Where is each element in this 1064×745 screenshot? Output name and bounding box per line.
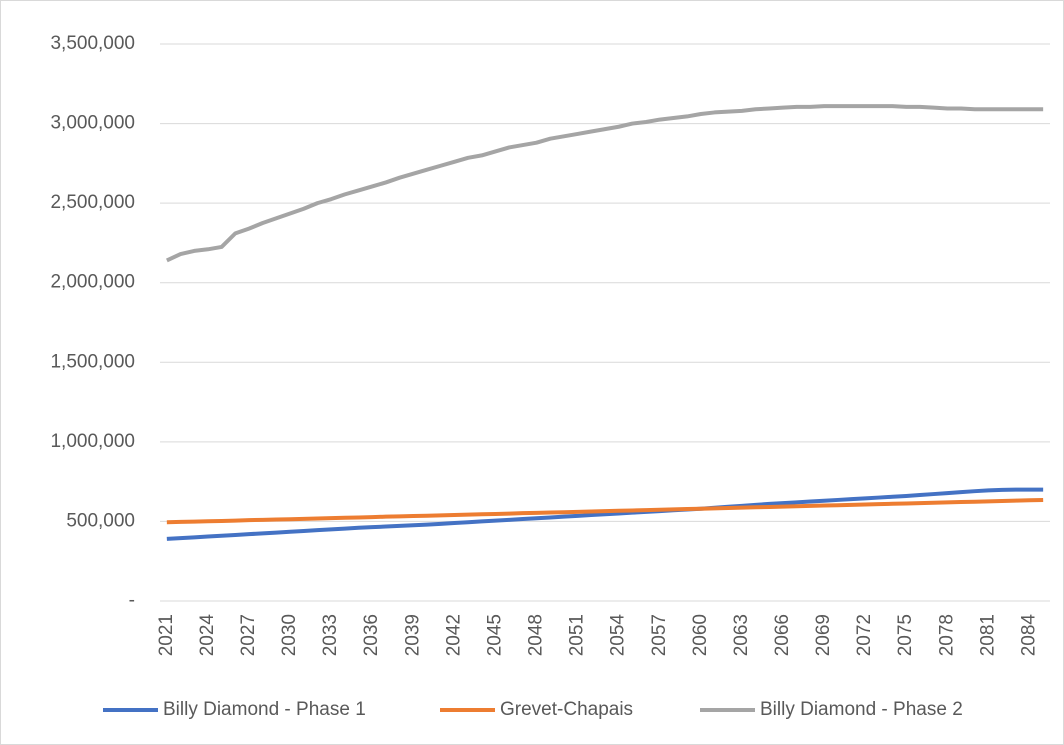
x-tick-label: 2036 bbox=[361, 614, 382, 656]
series-line bbox=[166, 497, 1044, 525]
x-tick-label: 2042 bbox=[443, 614, 464, 656]
x-tick-label: 2054 bbox=[608, 614, 629, 657]
x-tick-label: 2066 bbox=[772, 614, 793, 656]
x-tick-label: 2069 bbox=[813, 614, 834, 656]
x-tick-label: 2072 bbox=[854, 614, 875, 656]
x-tick-label: 2045 bbox=[484, 614, 505, 656]
y-tick-label: 1,500,000 bbox=[50, 351, 135, 372]
x-tick-label: 2057 bbox=[649, 614, 670, 656]
x-tick-label: 2084 bbox=[1018, 614, 1039, 657]
x-tick-label: 2060 bbox=[690, 614, 711, 656]
x-tick-label: 2048 bbox=[526, 614, 547, 656]
x-tick-label: 2075 bbox=[895, 614, 916, 656]
y-tick-label: - bbox=[129, 590, 135, 611]
x-tick-label: 2039 bbox=[402, 614, 423, 656]
x-tick-label: 2078 bbox=[936, 614, 957, 656]
y-tick-label: 3,500,000 bbox=[50, 33, 135, 54]
y-tick-label: 3,000,000 bbox=[50, 113, 135, 134]
series-line bbox=[166, 487, 1044, 541]
legend-label: Billy Diamond - Phase 1 bbox=[163, 699, 366, 720]
y-tick-label: 2,000,000 bbox=[50, 272, 135, 293]
x-tick-label: 2081 bbox=[977, 614, 998, 656]
y-tick-label: 1,000,000 bbox=[50, 431, 135, 452]
y-tick-label: 2,500,000 bbox=[50, 192, 135, 213]
x-tick-label: 2051 bbox=[567, 614, 588, 656]
x-tick-label: 2024 bbox=[197, 614, 218, 657]
x-tick-label: 2030 bbox=[279, 614, 300, 656]
x-tick-label: 2027 bbox=[238, 614, 259, 656]
legend-label: Grevet-Chapais bbox=[500, 699, 633, 720]
x-tick-label: 2063 bbox=[731, 614, 752, 656]
legend-label: Billy Diamond - Phase 2 bbox=[760, 699, 963, 720]
x-tick-label: 2021 bbox=[156, 614, 177, 656]
x-tick-label: 2033 bbox=[320, 614, 341, 656]
y-tick-label: 500,000 bbox=[66, 510, 135, 531]
series-line bbox=[166, 104, 1044, 263]
